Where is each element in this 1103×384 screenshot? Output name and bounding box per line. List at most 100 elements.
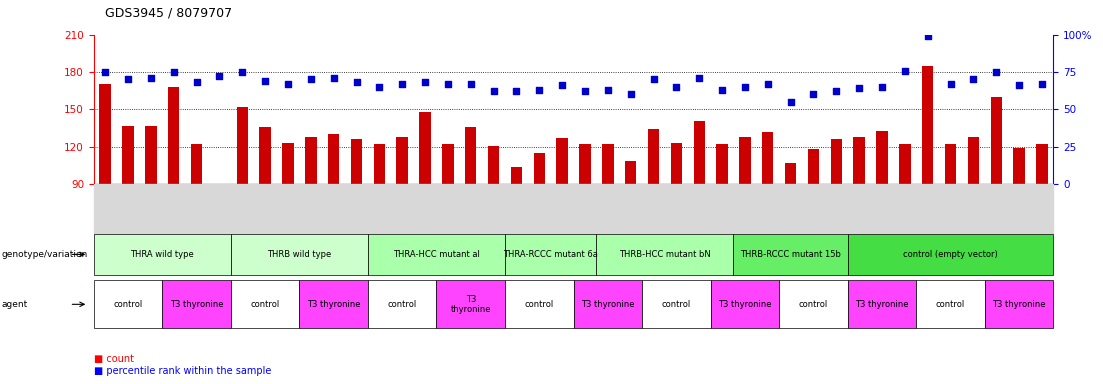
Bar xyxy=(1014,148,1025,184)
Bar xyxy=(351,139,362,184)
Text: THRA-RCCC mutant 6a: THRA-RCCC mutant 6a xyxy=(503,250,598,259)
Bar xyxy=(831,139,842,184)
Bar xyxy=(694,121,705,184)
Point xyxy=(416,79,433,86)
Bar xyxy=(146,126,157,184)
Point xyxy=(804,91,822,98)
Text: T3 thyronine: T3 thyronine xyxy=(993,300,1046,309)
Text: THRB-RCCC mutant 15b: THRB-RCCC mutant 15b xyxy=(740,250,842,259)
Text: control: control xyxy=(250,300,280,309)
Text: control: control xyxy=(936,300,965,309)
Text: control: control xyxy=(799,300,828,309)
Point xyxy=(462,81,480,87)
Text: control: control xyxy=(387,300,417,309)
Bar xyxy=(282,143,293,184)
Point xyxy=(874,84,891,90)
Text: THRA wild type: THRA wild type xyxy=(130,250,194,259)
Point xyxy=(1034,81,1051,87)
Bar xyxy=(488,146,500,184)
Text: control: control xyxy=(114,300,142,309)
Point xyxy=(622,91,640,98)
Point xyxy=(371,84,388,90)
Bar xyxy=(328,134,340,184)
Point xyxy=(714,87,731,93)
Text: agent: agent xyxy=(1,300,28,309)
Text: control (empty vector): control (empty vector) xyxy=(903,250,998,259)
Bar xyxy=(579,144,591,184)
Point xyxy=(782,99,800,105)
Bar xyxy=(739,137,751,184)
Bar xyxy=(762,132,773,184)
Bar xyxy=(465,127,476,184)
Bar xyxy=(236,107,248,184)
Text: T3 thyronine: T3 thyronine xyxy=(855,300,909,309)
Point xyxy=(119,76,137,83)
Text: GDS3945 / 8079707: GDS3945 / 8079707 xyxy=(105,6,232,19)
Point xyxy=(896,68,913,74)
Point xyxy=(919,33,936,39)
Text: control: control xyxy=(662,300,690,309)
Point xyxy=(759,81,777,87)
Point xyxy=(964,76,982,83)
Text: ■ percentile rank within the sample: ■ percentile rank within the sample xyxy=(94,366,271,376)
Point xyxy=(644,76,662,83)
Point xyxy=(256,78,274,84)
Point xyxy=(324,75,342,81)
Bar xyxy=(854,137,865,184)
Point xyxy=(302,76,320,83)
Bar xyxy=(168,87,180,184)
Text: genotype/variation: genotype/variation xyxy=(1,250,87,259)
Text: control: control xyxy=(525,300,554,309)
Bar xyxy=(396,137,408,184)
Point xyxy=(667,84,685,90)
Point xyxy=(347,79,365,86)
Point xyxy=(165,69,183,75)
Bar xyxy=(374,144,385,184)
Point xyxy=(279,81,297,87)
Point xyxy=(690,75,708,81)
Point xyxy=(96,69,114,75)
Text: ■ count: ■ count xyxy=(94,354,133,364)
Bar xyxy=(807,149,820,184)
Point xyxy=(211,73,228,79)
Point xyxy=(507,88,525,94)
Bar xyxy=(419,112,431,184)
Point xyxy=(439,81,457,87)
Bar xyxy=(306,137,317,184)
Text: T3 thyronine: T3 thyronine xyxy=(581,300,634,309)
Text: THRB-HCC mutant bN: THRB-HCC mutant bN xyxy=(619,250,710,259)
Text: THRA-HCC mutant al: THRA-HCC mutant al xyxy=(393,250,480,259)
Point xyxy=(531,87,548,93)
Bar xyxy=(716,144,728,184)
Text: T3 thyronine: T3 thyronine xyxy=(718,300,772,309)
Bar xyxy=(785,163,796,184)
Bar xyxy=(191,144,202,184)
Point xyxy=(188,79,205,86)
Point xyxy=(850,85,868,91)
Point xyxy=(554,83,571,89)
Text: T3
thyronine: T3 thyronine xyxy=(450,295,491,314)
Point xyxy=(484,88,502,94)
Point xyxy=(142,75,160,81)
Bar xyxy=(122,126,133,184)
Text: T3 thyronine: T3 thyronine xyxy=(170,300,223,309)
Point xyxy=(942,81,960,87)
Text: THRB wild type: THRB wild type xyxy=(267,250,332,259)
Bar xyxy=(556,138,568,184)
Bar xyxy=(1036,144,1048,184)
Bar xyxy=(99,84,111,184)
Bar xyxy=(602,144,613,184)
Bar xyxy=(442,144,453,184)
Bar xyxy=(511,167,522,184)
Point xyxy=(394,81,411,87)
Bar xyxy=(671,143,682,184)
Bar xyxy=(625,161,636,184)
Bar xyxy=(967,137,979,184)
Point xyxy=(987,69,1005,75)
Bar xyxy=(647,129,660,184)
Bar xyxy=(534,153,545,184)
Bar xyxy=(922,66,933,184)
Point xyxy=(599,87,617,93)
Bar xyxy=(945,144,956,184)
Text: T3 thyronine: T3 thyronine xyxy=(307,300,361,309)
